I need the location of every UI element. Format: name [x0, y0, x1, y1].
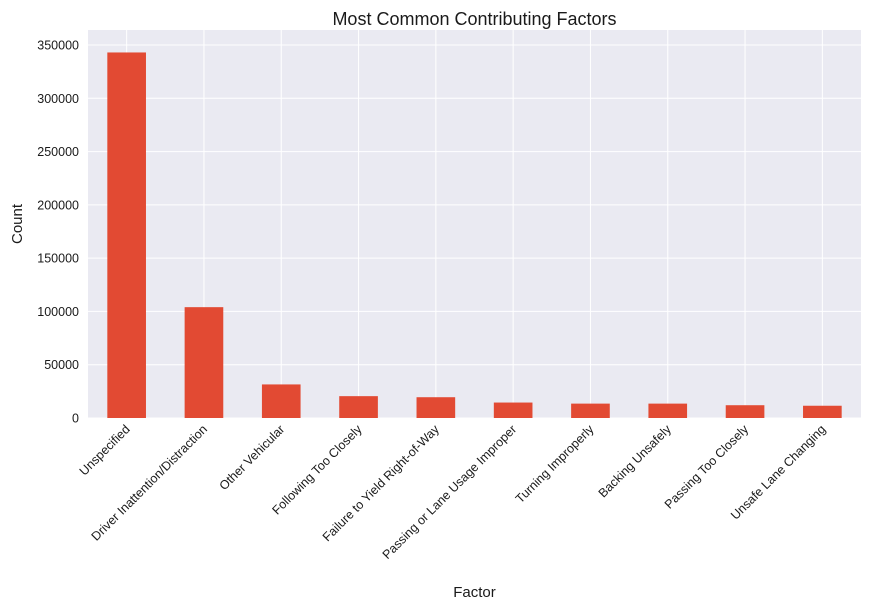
bar	[339, 396, 378, 418]
y-tick-label: 50000	[44, 358, 79, 372]
x-tick-label: Backing Unsafely	[596, 422, 675, 501]
y-tick-label: 200000	[37, 198, 79, 212]
x-axis-label: Factor	[453, 584, 496, 601]
x-tick-label: Turning Improperly	[513, 422, 597, 506]
chart-title: Most Common Contributing Factors	[332, 9, 616, 29]
x-tick-label: Passing Too Closely	[662, 422, 752, 512]
x-tick-label: Passing or Lane Usage Improper	[380, 422, 520, 562]
bars	[107, 52, 842, 419]
y-tick-label: 350000	[37, 39, 79, 53]
y-tick-label: 300000	[37, 92, 79, 106]
bar	[803, 405, 842, 418]
y-tick-labels: 0 50000 100000 150000 200000 250000 300000 3500…	[37, 39, 79, 426]
bar	[416, 397, 456, 418]
y-tick-label: 250000	[37, 145, 79, 159]
bar	[571, 403, 610, 418]
y-tick-label: 0	[72, 412, 79, 426]
bar	[107, 52, 146, 419]
y-tick-label: 100000	[37, 305, 79, 319]
y-tick-label: 150000	[37, 252, 79, 266]
x-tick-label: Unspecified	[77, 422, 133, 478]
y-axis-label: Count	[9, 203, 26, 244]
bar	[184, 307, 224, 418]
bar	[261, 384, 301, 418]
x-tick-label: Other Vehicular	[217, 422, 288, 493]
bar	[725, 405, 765, 418]
bar	[648, 403, 688, 418]
bar	[493, 402, 533, 418]
